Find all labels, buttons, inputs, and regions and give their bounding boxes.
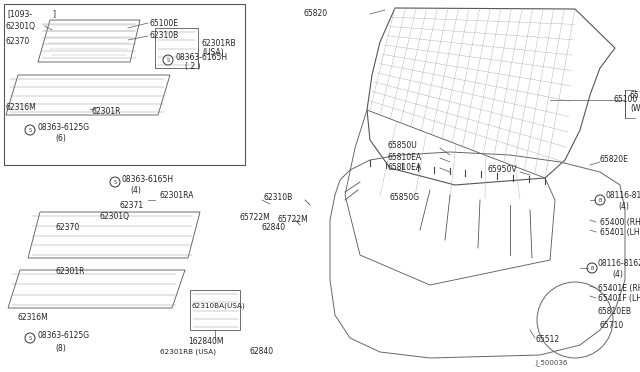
Text: 65512: 65512	[535, 336, 559, 344]
Text: 08363-6165H: 08363-6165H	[175, 54, 227, 62]
Text: 62301RA: 62301RA	[160, 192, 195, 201]
Text: (4): (4)	[612, 269, 623, 279]
Text: 08363-6125G: 08363-6125G	[38, 331, 90, 340]
Text: 65710: 65710	[600, 321, 624, 330]
Text: 62840: 62840	[250, 347, 274, 356]
Text: 62301RB: 62301RB	[202, 39, 237, 48]
Text: 62310B: 62310B	[264, 193, 293, 202]
Text: 162840M: 162840M	[188, 337, 223, 346]
Text: S: S	[28, 336, 31, 340]
Text: 62310BA(USA): 62310BA(USA)	[192, 303, 246, 309]
Text: 62371: 62371	[120, 202, 144, 211]
Text: 65400 (RH): 65400 (RH)	[600, 218, 640, 227]
Text: 65820: 65820	[303, 10, 327, 19]
Text: 62370: 62370	[55, 224, 79, 232]
Text: S: S	[28, 128, 31, 132]
Text: 65850U: 65850U	[388, 141, 418, 150]
Text: 62301Q: 62301Q	[100, 212, 130, 221]
Text: 65810EA: 65810EA	[388, 154, 422, 163]
Text: J_500036: J_500036	[535, 360, 568, 366]
Text: S: S	[166, 58, 170, 62]
Text: 65722M: 65722M	[240, 214, 271, 222]
Text: 62370: 62370	[5, 38, 29, 46]
Text: 62301RB (USA): 62301RB (USA)	[160, 349, 216, 355]
Text: 65401E (RH): 65401E (RH)	[598, 283, 640, 292]
Text: (W/INSUL): (W/INSUL)	[630, 103, 640, 112]
Text: ( 2 ): ( 2 )	[185, 61, 200, 71]
Text: (6): (6)	[55, 134, 66, 142]
Text: (8): (8)	[55, 343, 66, 353]
Text: 65401F (LH): 65401F (LH)	[598, 294, 640, 302]
Text: 62310B: 62310B	[150, 32, 179, 41]
Text: 65810EA: 65810EA	[388, 164, 422, 173]
Text: 08363-6165H: 08363-6165H	[122, 176, 174, 185]
Text: 65100: 65100	[613, 96, 637, 105]
Text: 62316M: 62316M	[5, 103, 36, 112]
Text: 62316M: 62316M	[18, 314, 49, 323]
Text: 62840: 62840	[262, 224, 286, 232]
Text: 65100E: 65100E	[150, 19, 179, 28]
Text: 62301R: 62301R	[92, 108, 122, 116]
Text: B: B	[590, 266, 594, 270]
Text: 08363-6125G: 08363-6125G	[38, 124, 90, 132]
Text: 65810EB: 65810EB	[598, 308, 632, 317]
Text: S: S	[113, 180, 116, 185]
Text: 65401 (LH): 65401 (LH)	[600, 228, 640, 237]
Text: 08116-8162G: 08116-8162G	[598, 260, 640, 269]
Text: 65100+A: 65100+A	[630, 90, 640, 99]
Text: 62301R: 62301R	[55, 267, 84, 276]
Text: (USA): (USA)	[202, 48, 223, 58]
Text: 65722M: 65722M	[278, 215, 308, 224]
Text: 65950V: 65950V	[488, 166, 518, 174]
Text: (4): (4)	[618, 202, 629, 212]
Text: ]: ]	[52, 10, 55, 19]
Text: [1093-: [1093-	[7, 10, 32, 19]
Text: 62301Q: 62301Q	[5, 22, 35, 31]
Text: 65850G: 65850G	[390, 193, 420, 202]
Text: 65820E: 65820E	[600, 155, 629, 164]
Text: (4): (4)	[130, 186, 141, 195]
Text: B: B	[598, 198, 602, 202]
Bar	[4, 4, 245, 165]
Text: 08116-8162G: 08116-8162G	[605, 192, 640, 201]
